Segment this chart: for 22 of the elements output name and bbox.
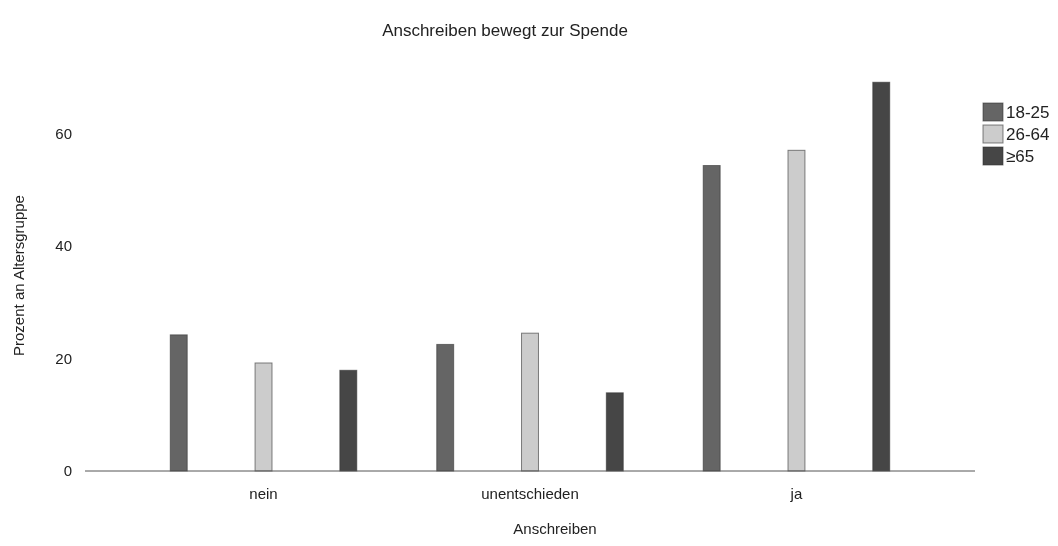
bar — [436, 343, 455, 472]
bar — [254, 362, 273, 472]
y-tick-label: 20 — [55, 349, 72, 367]
y-tick-label: 60 — [55, 124, 72, 142]
x-tick-label: nein — [249, 485, 278, 502]
bar — [521, 332, 539, 472]
chart-title: Anschreiben bewegt zur Spende — [382, 21, 628, 40]
bar — [872, 81, 891, 472]
bar — [605, 392, 624, 472]
bar — [339, 369, 358, 472]
bar — [787, 149, 806, 472]
y-tick-label: 0 — [63, 462, 72, 480]
legend-label: 26-64 — [1006, 124, 1050, 144]
x-axis-title: Anschreiben — [513, 520, 597, 537]
y-tick-label: 40 — [55, 237, 72, 255]
y-axis-title: Prozent an Altersgruppe — [10, 195, 27, 356]
bar — [169, 334, 188, 472]
x-tick-label: unentschieden — [481, 485, 579, 502]
bar — [702, 165, 721, 472]
x-tick-label: ja — [789, 485, 803, 502]
legend-label: ≥65 — [1006, 146, 1035, 166]
legend-label: 18-25 — [1006, 102, 1050, 122]
